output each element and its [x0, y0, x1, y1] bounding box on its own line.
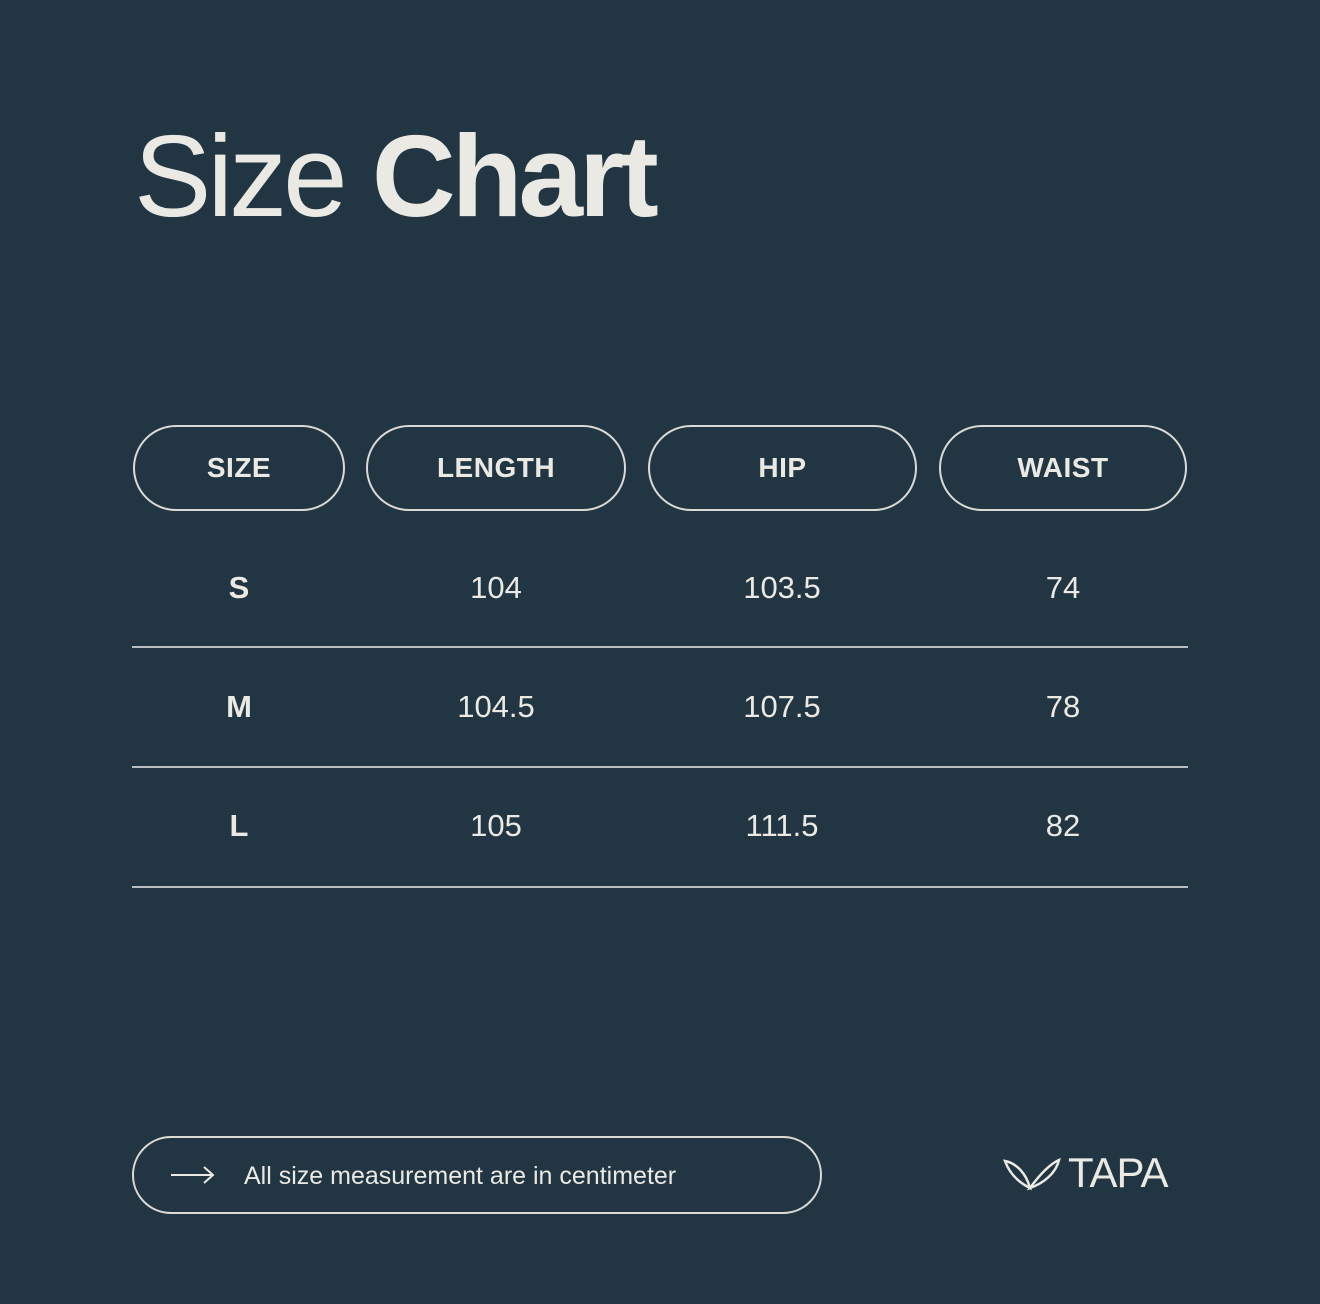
page-title: Size Chart [134, 118, 659, 234]
leaf-logo-icon [1003, 1157, 1061, 1191]
row-divider [132, 646, 1188, 648]
cell-size: S [228, 570, 250, 605]
cell-length: 105 [470, 808, 522, 843]
header-hip: HIP [648, 425, 917, 511]
header-waist: WAIST [939, 425, 1187, 511]
cell-waist: 78 [1045, 689, 1081, 724]
title-bold: Chart [371, 111, 659, 241]
row-divider [132, 766, 1188, 768]
cell-waist: 74 [1045, 570, 1081, 605]
units-note: All size measurement are in centimeter [132, 1136, 822, 1214]
cell-hip: 107.5 [743, 689, 821, 724]
cell-hip: 103.5 [743, 570, 821, 605]
cell-hip: 111.5 [745, 808, 819, 843]
cell-size: L [229, 808, 249, 843]
cell-length: 104.5 [457, 689, 535, 724]
brand-name: TAPA [1068, 1149, 1168, 1196]
cell-waist: 82 [1045, 808, 1081, 843]
header-length: LENGTH [366, 425, 626, 511]
row-divider [132, 886, 1188, 888]
title-light: Size [134, 111, 348, 241]
cell-length: 104 [470, 570, 522, 605]
arrow-right-icon [171, 1166, 215, 1184]
header-size: SIZE [133, 425, 345, 511]
brand-logo: TAPA [1002, 1149, 1168, 1196]
cell-size: M [226, 689, 252, 724]
units-note-text: All size measurement are in centimeter [244, 1162, 677, 1190]
